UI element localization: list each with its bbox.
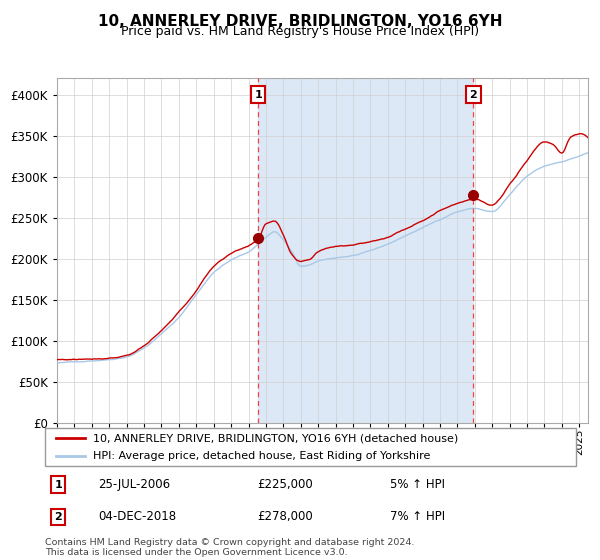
Text: 2: 2 bbox=[470, 90, 478, 100]
Text: 2: 2 bbox=[55, 512, 62, 522]
Text: HPI: Average price, detached house, East Riding of Yorkshire: HPI: Average price, detached house, East… bbox=[93, 451, 430, 461]
Text: 1: 1 bbox=[55, 479, 62, 489]
Text: Price paid vs. HM Land Registry's House Price Index (HPI): Price paid vs. HM Land Registry's House … bbox=[121, 25, 479, 38]
Text: 04-DEC-2018: 04-DEC-2018 bbox=[98, 510, 176, 523]
Text: Contains HM Land Registry data © Crown copyright and database right 2024.
This d: Contains HM Land Registry data © Crown c… bbox=[45, 538, 415, 557]
Text: 7% ↑ HPI: 7% ↑ HPI bbox=[390, 510, 445, 523]
Text: £225,000: £225,000 bbox=[257, 478, 313, 491]
Text: 25-JUL-2006: 25-JUL-2006 bbox=[98, 478, 170, 491]
Text: 10, ANNERLEY DRIVE, BRIDLINGTON, YO16 6YH (detached house): 10, ANNERLEY DRIVE, BRIDLINGTON, YO16 6Y… bbox=[93, 433, 458, 443]
Text: 1: 1 bbox=[254, 90, 262, 100]
Bar bbox=[258, 78, 473, 423]
Text: £278,000: £278,000 bbox=[257, 510, 313, 523]
Text: 10, ANNERLEY DRIVE, BRIDLINGTON, YO16 6YH: 10, ANNERLEY DRIVE, BRIDLINGTON, YO16 6Y… bbox=[98, 14, 502, 29]
FancyBboxPatch shape bbox=[45, 428, 576, 466]
Text: 5% ↑ HPI: 5% ↑ HPI bbox=[390, 478, 445, 491]
